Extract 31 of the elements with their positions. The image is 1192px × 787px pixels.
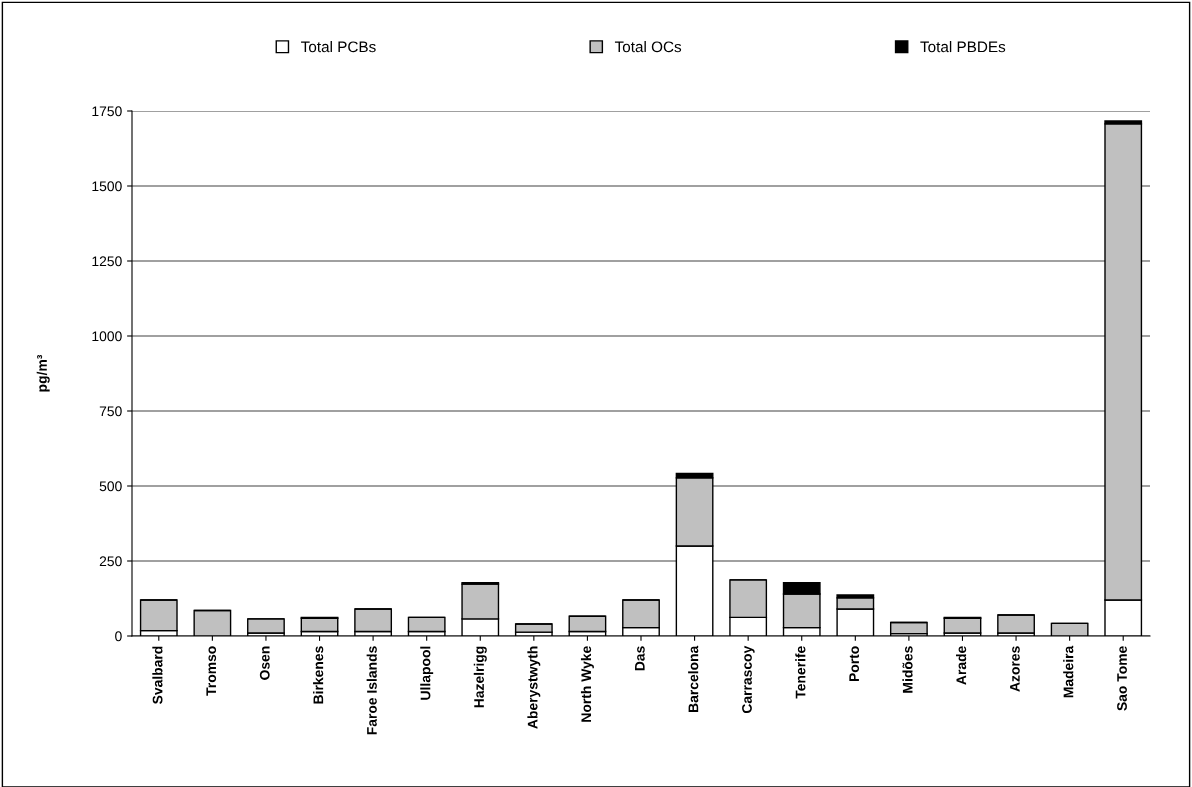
x-tick-label: Carrascoy — [742, 645, 755, 714]
x-tick-label: Porto — [849, 646, 860, 682]
x-tick-label: Barcelona — [688, 645, 699, 712]
y-tick-label: 500 — [99, 481, 122, 492]
y-tick-label: 1250 — [92, 256, 122, 267]
x-tick-label: Osen — [259, 646, 270, 680]
x-tick-label: Tenerife — [795, 646, 806, 699]
x-tick-label: Sao Tome — [1117, 646, 1127, 711]
legend-label: Total PCBs — [301, 41, 376, 53]
x-tick-label: Ullapool — [420, 646, 434, 700]
y-tick-label: 1500 — [92, 181, 122, 192]
y-tick-label: 250 — [99, 556, 122, 567]
y-tick-label: 0 — [115, 631, 122, 642]
x-tick-label: Madeira — [1063, 645, 1074, 698]
x-tick-label: Das — [635, 646, 645, 671]
x-tick-label: Tromso — [206, 646, 217, 696]
x-tick-label: Faroe Islands — [366, 646, 377, 735]
x-tick-label: North Wyke — [580, 646, 594, 722]
x-tick-label: Hazelrigg — [473, 646, 487, 708]
y-axis-title: pg/m³ — [36, 354, 50, 392]
x-tick-label: Azores — [1010, 646, 1020, 692]
x-tick-label: Aberystwyth — [527, 646, 541, 729]
legend-label: Total OCs — [614, 41, 682, 53]
x-tick-label: Svalbard — [152, 646, 163, 704]
y-tick-label: 1000 — [92, 331, 122, 342]
y-tick-label: 1750 — [92, 106, 122, 117]
x-tick-label: Midões — [902, 646, 913, 693]
x-tick-label: Birkenes — [313, 646, 324, 704]
x-tick-label: Arade — [956, 646, 967, 685]
legend-label: Total PBDEs — [920, 41, 1006, 53]
y-tick-label: 750 — [99, 406, 122, 417]
